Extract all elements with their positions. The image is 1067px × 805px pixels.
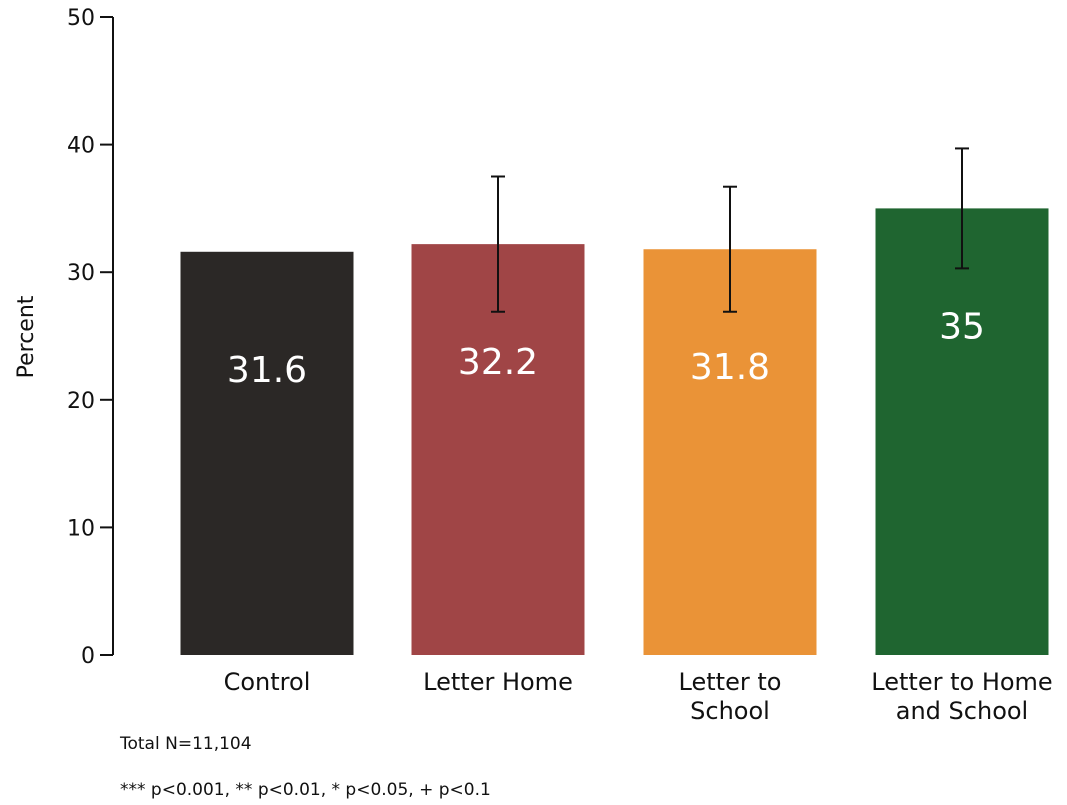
- y-tick-label: 10: [67, 516, 95, 541]
- y-tick-label: 20: [67, 389, 95, 414]
- x-category-label: and School: [896, 697, 1028, 725]
- y-tick-label: 0: [81, 644, 95, 669]
- bar: [180, 251, 354, 655]
- x-category-label: Control: [224, 668, 311, 696]
- y-tick-label: 50: [67, 6, 95, 31]
- y-axis-title: Percent: [14, 295, 39, 378]
- bar: [875, 208, 1049, 655]
- x-category-label: School: [690, 697, 770, 725]
- bar-value-label: 31.6: [227, 350, 307, 391]
- bar-value-label: 35: [939, 306, 985, 347]
- significance-note: *** p<0.001, ** p<0.01, * p<0.05, + p<0.…: [120, 780, 491, 800]
- x-category-label: Letter Home: [423, 668, 573, 696]
- y-tick-label: 40: [67, 134, 95, 159]
- y-tick-label: 30: [67, 261, 95, 286]
- x-category-label: Letter to Home: [871, 668, 1052, 696]
- x-category-label: Letter to: [679, 668, 782, 696]
- bar: [643, 249, 817, 655]
- sample-size-note: Total N=11,104: [120, 734, 252, 754]
- bar-value-label: 32.2: [458, 342, 538, 383]
- bar-value-label: 31.8: [690, 347, 770, 388]
